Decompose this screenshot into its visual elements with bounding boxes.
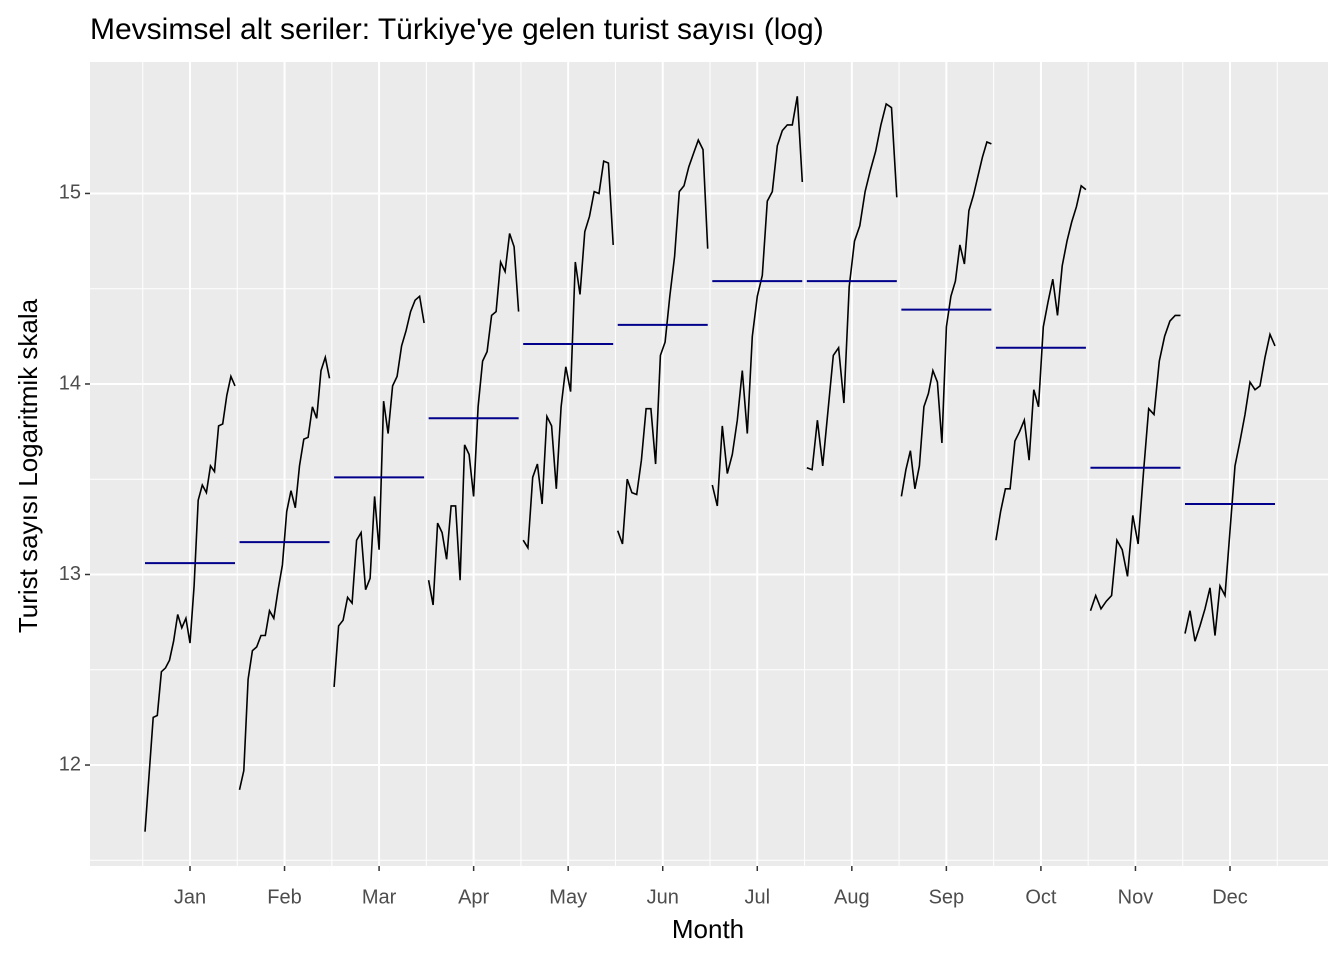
x-tick-label: Sep	[929, 886, 965, 908]
subseries-line	[900, 140, 992, 497]
subseries-line	[238, 354, 331, 790]
x-tick-label: Jun	[647, 886, 679, 908]
x-tick-label: Jul	[744, 886, 770, 908]
subseries-line	[427, 233, 520, 606]
x-tick-label: Jan	[174, 886, 206, 908]
x-tick-label: May	[549, 886, 587, 908]
subseries-line	[806, 102, 898, 471]
subseries-line	[1089, 314, 1181, 611]
y-tick-label: 15	[59, 182, 81, 204]
y-axis-label: Turist sayısı Logaritmik skala	[13, 298, 43, 633]
x-tick-label: Feb	[267, 886, 301, 908]
x-tick-label: Aug	[834, 886, 870, 908]
subseries-line	[1184, 331, 1276, 642]
y-tick-label: 14	[59, 372, 81, 394]
x-tick-label: Nov	[1118, 886, 1154, 908]
subseries-line	[144, 373, 236, 832]
panel	[90, 62, 1328, 866]
y-tick-label: 13	[59, 563, 81, 585]
x-tick-label: Dec	[1212, 886, 1248, 908]
x-axis-label: Month	[672, 914, 744, 944]
subseries-line	[711, 96, 804, 507]
x-tick-label: Apr	[458, 886, 489, 908]
x-tick-label: Mar	[362, 886, 397, 908]
y-tick-label: 12	[59, 753, 81, 775]
subseries-line	[522, 159, 614, 551]
subseries-line	[333, 294, 425, 687]
chart-title: Mevsimsel alt seriler: Türkiye'ye gelen …	[90, 13, 824, 46]
x-tick-label: Oct	[1025, 886, 1057, 908]
subseries-line	[995, 184, 1087, 541]
subseries-line	[616, 138, 709, 545]
